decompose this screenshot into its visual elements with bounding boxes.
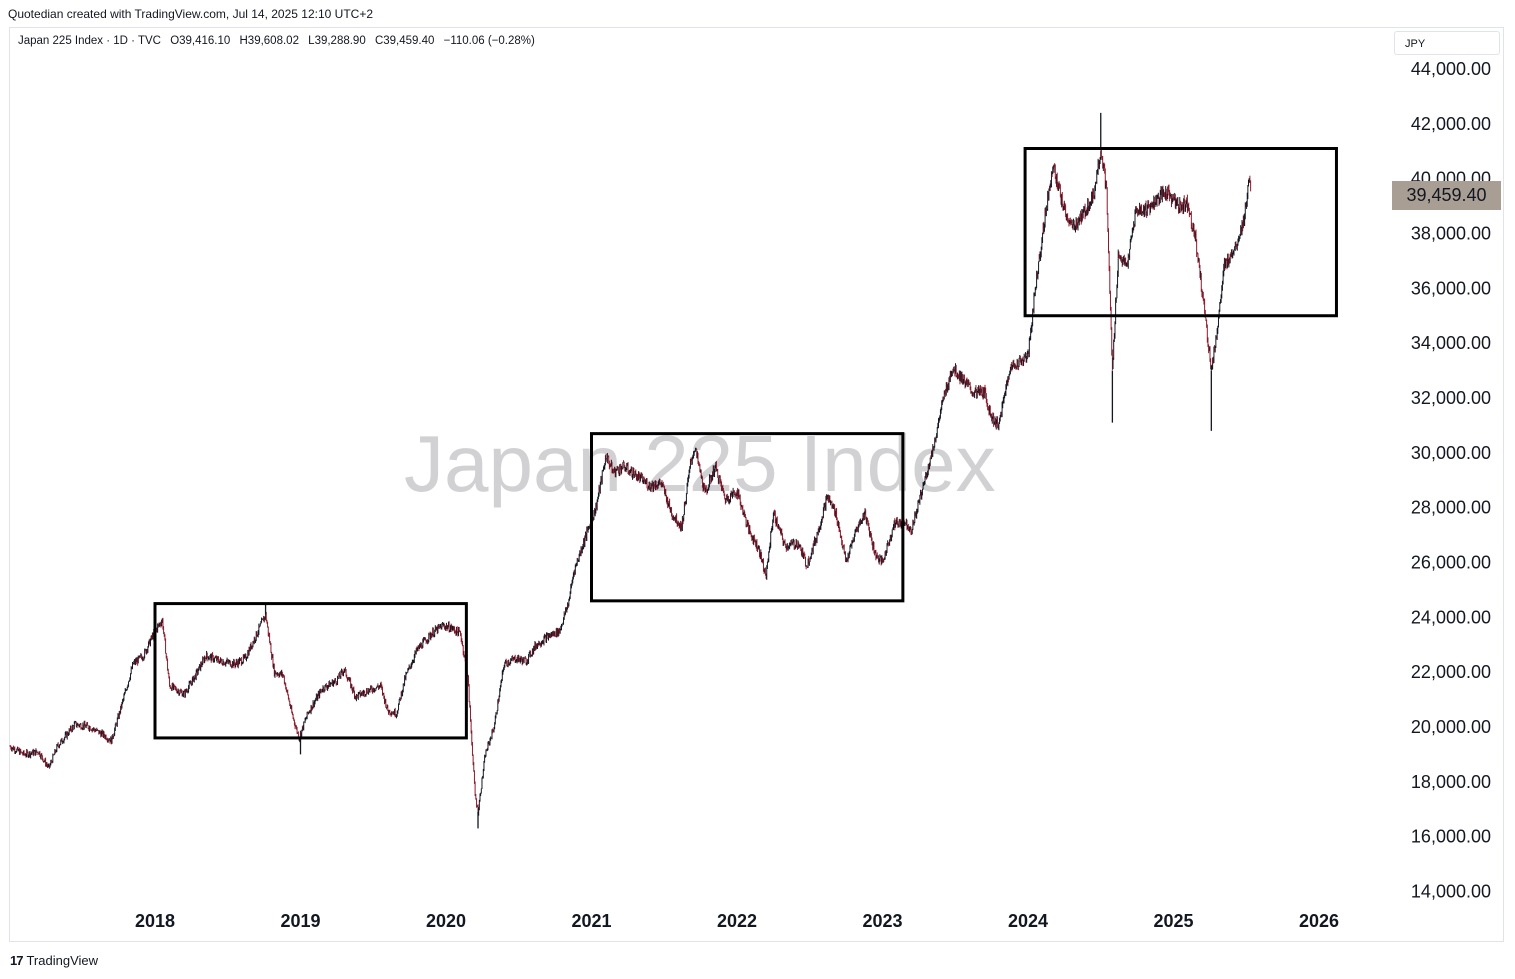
range-box[interactable] xyxy=(590,432,905,603)
y-tick-label: 14,000.00 xyxy=(1411,881,1491,901)
y-tick-label: 44,000.00 xyxy=(1411,59,1491,79)
y-tick-label: 36,000.00 xyxy=(1411,278,1491,298)
legend-high: H39,608.02 xyxy=(239,35,299,47)
y-tick-label: 42,000.00 xyxy=(1411,114,1491,134)
chart-attribution: Quotedian created with TradingView.com, … xyxy=(8,7,373,21)
legend-open: O39,416.10 xyxy=(170,35,231,47)
y-tick-label: 16,000.00 xyxy=(1411,827,1491,847)
y-tick-label: 20,000.00 xyxy=(1411,717,1491,737)
legend-close: C39,459.40 xyxy=(374,35,435,47)
tradingview-logo-icon: 17 xyxy=(10,953,24,968)
candles xyxy=(9,112,1252,829)
x-tick-label: 2023 xyxy=(862,911,902,931)
legend-symbol[interactable]: Japan 225 Index · 1D · TVC xyxy=(18,35,161,47)
tradingview-logo[interactable]: 17 TradingView xyxy=(10,953,98,968)
y-tick-label: 26,000.00 xyxy=(1411,552,1491,572)
legend-low: L39,288.90 xyxy=(308,35,366,47)
y-tick-label: 34,000.00 xyxy=(1411,333,1491,353)
y-tick-label: 28,000.00 xyxy=(1411,498,1491,518)
y-tick-label: 24,000.00 xyxy=(1411,607,1491,627)
x-tick-label: 2020 xyxy=(426,911,466,931)
x-tick-label: 2019 xyxy=(280,911,320,931)
range-box[interactable] xyxy=(153,602,468,740)
x-tick-label: 2022 xyxy=(717,911,757,931)
y-tick-label: 38,000.00 xyxy=(1411,223,1491,243)
legend-change: −110.06 (−0.28%) xyxy=(443,35,535,47)
range-box[interactable] xyxy=(1023,147,1338,318)
y-tick-label: 22,000.00 xyxy=(1411,662,1491,682)
currency-selector[interactable]: JPY xyxy=(1394,31,1500,55)
chart-frame xyxy=(9,27,1504,942)
x-tick-label: 2025 xyxy=(1153,911,1193,931)
x-tick-label: 2021 xyxy=(571,911,611,931)
x-axis: 2018 2019 2020 2021 2022 2023 2024 2025 2026 xyxy=(135,911,1339,931)
ohlc-legend: Japan 225 Index · 1D · TVC O39,416.10 H3… xyxy=(18,35,541,47)
range-boxes xyxy=(153,147,1338,740)
y-axis: 44,000.0042,000.0040,000.0038,000.0036,0… xyxy=(1411,59,1491,901)
last-price-label: 39,459.40 xyxy=(1392,181,1501,210)
y-tick-label: 32,000.00 xyxy=(1411,388,1491,408)
y-tick-label: 18,000.00 xyxy=(1411,772,1491,792)
x-tick-label: 2026 xyxy=(1299,911,1339,931)
tradingview-brand: TradingView xyxy=(26,953,99,968)
y-tick-label: 30,000.00 xyxy=(1411,443,1491,463)
x-tick-label: 2018 xyxy=(135,911,175,931)
x-tick-label: 2024 xyxy=(1008,911,1048,931)
